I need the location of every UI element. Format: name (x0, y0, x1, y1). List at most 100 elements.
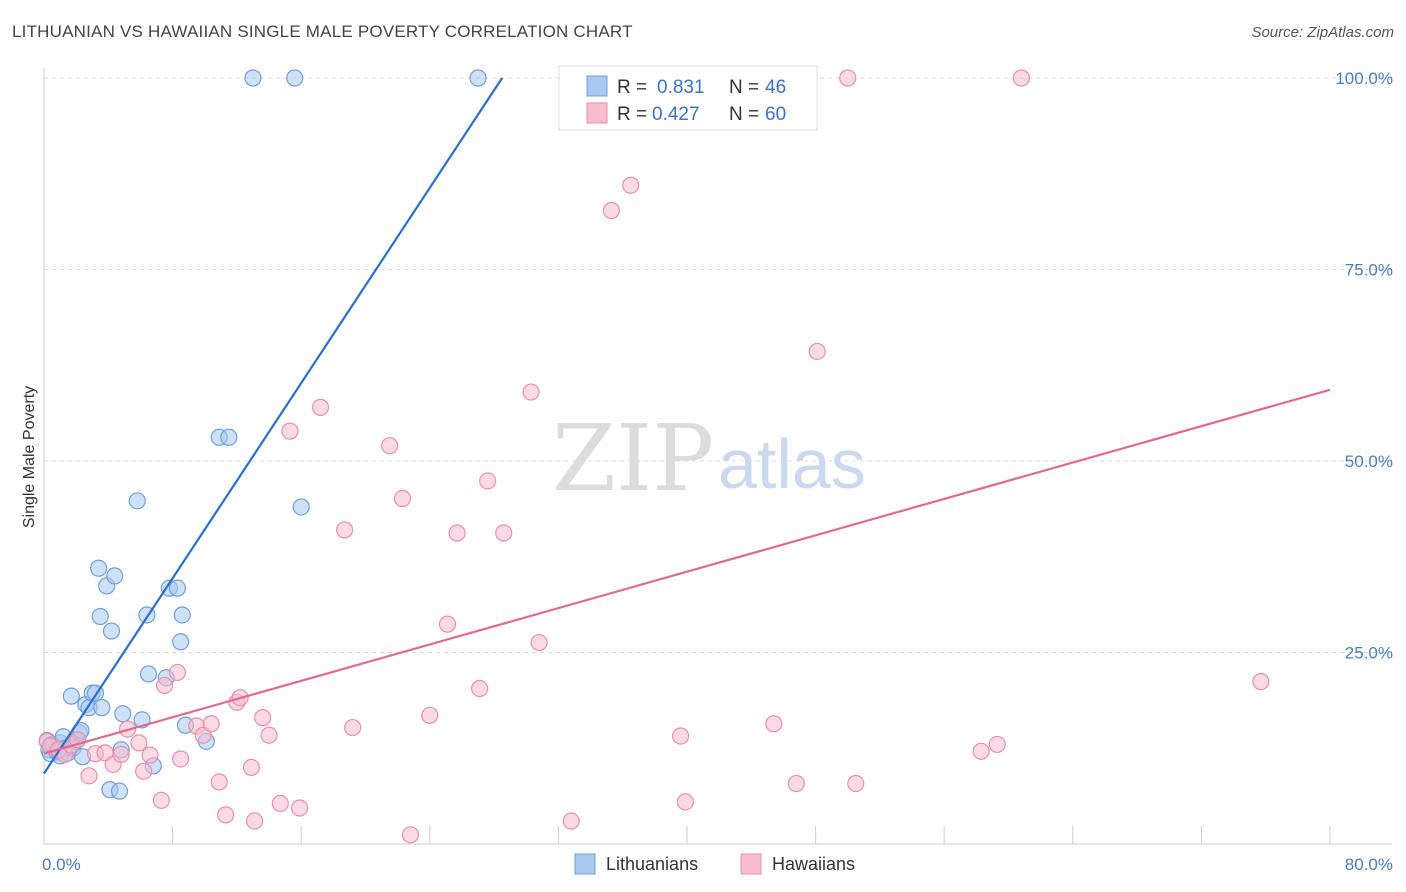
y-tick-label: 100.0% (1335, 69, 1393, 88)
hawaiian-point (421, 706, 439, 724)
lithuanian-point (292, 498, 310, 516)
trend-lines (43, 77, 1331, 775)
hawaiian-point (260, 726, 278, 744)
hawaiian-point (847, 774, 865, 793)
legend-swatch-lithuanians (574, 853, 596, 875)
lithuanian-point (244, 69, 262, 87)
x-tick-label: 80.0% (1345, 855, 1393, 874)
lithuanian-point (102, 622, 121, 640)
lithuanian-point (90, 559, 108, 577)
y-tick-label: 75.0% (1345, 261, 1393, 280)
lithuanian-point (286, 69, 304, 87)
legend-r-value: 0.427 (652, 104, 700, 125)
x-tick-labels: 0.0% 80.0% (42, 855, 1393, 874)
hawaiian-point (336, 521, 354, 539)
hawaiian-point (141, 746, 159, 764)
lithuanian-point (469, 69, 487, 87)
watermark-atlas: atlas (718, 425, 866, 503)
legend-r-value: 0.831 (657, 77, 705, 98)
lithuanian-point (173, 606, 191, 624)
hawaiian-point (281, 422, 299, 440)
hawaiian-point (311, 398, 330, 416)
hawaiian-point (242, 758, 260, 777)
legend-swatch-lithuanians (586, 75, 608, 97)
hawaiian-point (522, 383, 540, 401)
lithuanian-point (62, 687, 80, 705)
legend-r-label: R = (617, 104, 647, 125)
lithuanian-point (139, 665, 158, 683)
hawaiian-point (787, 774, 805, 793)
legend-n-label: N = (729, 104, 759, 125)
lithuanian-point (168, 579, 187, 597)
hawaiian-point (438, 615, 457, 633)
legend-swatch-hawaiians (740, 853, 762, 875)
hawaiian-point (471, 679, 489, 698)
legend-r-label: R = (617, 77, 647, 98)
axes (43, 68, 1392, 845)
lithuanian-point (128, 492, 146, 510)
hawaiian-point (401, 826, 420, 844)
hawaiian-point (622, 176, 640, 194)
chart-title: LITHUANIAN VS HAWAIIAN SINGLE MALE POVER… (12, 22, 633, 41)
hawaiian-point (217, 806, 235, 824)
hawaiian-point (172, 750, 190, 768)
hawaiian-point (254, 709, 272, 727)
legend-n-value: 60 (765, 104, 786, 125)
hawaiian-point (210, 773, 228, 791)
hawaiian-point (676, 793, 694, 811)
correlation-legend: R = 0.831 N = 46 R = 0.427 N = 60 (558, 65, 818, 131)
hawaiian-point (448, 524, 466, 542)
hawaiian-point (495, 524, 513, 542)
y-tick-label: 50.0% (1345, 452, 1393, 471)
hawaiian-point (839, 69, 857, 87)
hawaiian-point (393, 489, 412, 508)
hawaiian-point (344, 718, 362, 737)
hawaiian-point (135, 762, 153, 780)
lithuanian-trend-line (43, 77, 504, 775)
source-label: Source: ZipAtlas.com (1251, 24, 1394, 41)
hawaiian-point (530, 633, 548, 652)
hawaiian-point (80, 767, 98, 785)
y-tick-label: 25.0% (1345, 644, 1393, 663)
y-tick-labels: 25.0% 50.0% 75.0% 100.0% (1335, 69, 1393, 663)
lithuanian-point (220, 428, 238, 446)
hawaiian-point (202, 715, 220, 733)
legend-n-label: N = (729, 77, 759, 98)
hawaiian-point (602, 201, 621, 220)
gridlines (44, 77, 1392, 653)
hawaiian-point (245, 812, 264, 830)
legend-label-lithuanians: Lithuanians (606, 854, 698, 874)
hawaiian-point (808, 342, 826, 361)
lithuanian-point (93, 699, 111, 717)
hawaiian-point (479, 472, 497, 490)
hawaiian-point (290, 799, 309, 817)
lithuanian-point (114, 705, 132, 723)
hawaiian-point (381, 437, 399, 455)
lithuanian-point (110, 782, 129, 800)
hawaiian-point (168, 663, 187, 682)
hawaiian-point (972, 742, 990, 760)
hawaiian-point (155, 676, 174, 695)
hawaiian-point (112, 745, 130, 763)
lithuanian-point (106, 567, 124, 585)
hawaiian-point (765, 715, 783, 733)
legend-label-hawaiians: Hawaiians (772, 854, 855, 874)
hawaiian-point (130, 734, 148, 752)
hawaiian-point (671, 727, 690, 745)
lithuanian-point (91, 607, 109, 626)
watermark-zip: ZIP (552, 405, 714, 512)
legend-n-value: 46 (765, 77, 786, 98)
data-points (38, 69, 1270, 844)
hawaiian-point (562, 812, 580, 830)
x-tick-label: 0.0% (42, 855, 81, 874)
hawaiian-point (1252, 673, 1270, 691)
hawaiian-trend-line (43, 388, 1331, 755)
hawaiian-point (988, 735, 1006, 754)
lithuanian-point (172, 633, 190, 651)
series-legend: Lithuanians Hawaiians (574, 853, 855, 875)
hawaiian-point (1012, 69, 1030, 87)
hawaiian-point (271, 794, 289, 813)
legend-swatch-hawaiians (586, 102, 608, 124)
y-axis-label: Single Male Poverty (21, 386, 38, 528)
